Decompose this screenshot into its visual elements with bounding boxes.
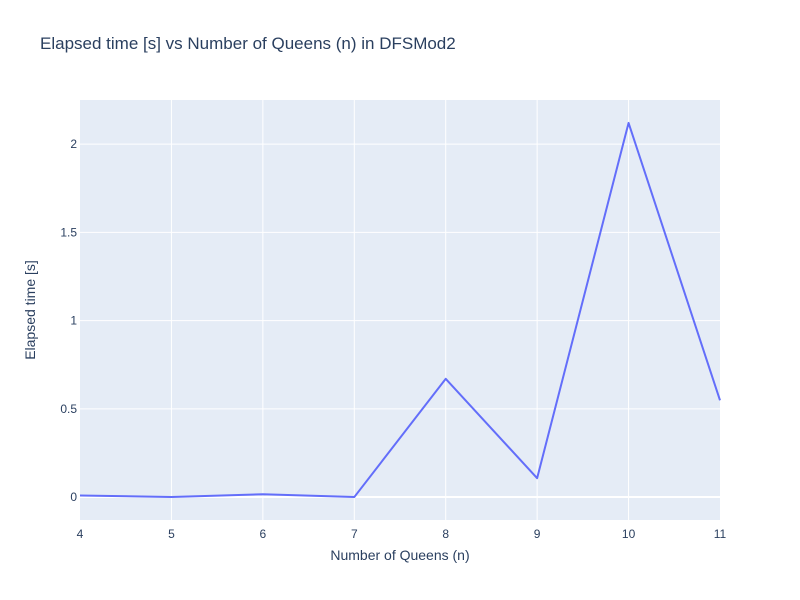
x-axis-title: Number of Queens (n) xyxy=(330,547,469,563)
x-tick-label: 4 xyxy=(77,527,84,541)
x-axis-ticks: 4 5 6 7 8 9 10 11 xyxy=(77,527,727,541)
y-tick-label: 2 xyxy=(70,137,77,151)
y-axis-ticks: 0 0.5 1 1.5 2 xyxy=(60,137,77,504)
x-tick-label: 9 xyxy=(534,527,541,541)
y-tick-label: 0.5 xyxy=(60,402,77,416)
y-tick-label: 0 xyxy=(70,490,77,504)
y-axis-title: Elapsed time [s] xyxy=(22,260,38,360)
x-tick-label: 11 xyxy=(714,527,727,541)
grid-lines xyxy=(80,100,720,520)
chart-title: Elapsed time [s] vs Number of Queens (n)… xyxy=(40,34,456,53)
series-group xyxy=(79,121,721,499)
y-tick-label: 1 xyxy=(70,314,77,328)
x-tick-label: 8 xyxy=(442,527,449,541)
x-tick-label: 7 xyxy=(351,527,358,541)
series-line xyxy=(79,121,721,499)
x-tick-label: 5 xyxy=(168,527,175,541)
y-tick-label: 1.5 xyxy=(60,225,77,239)
plot-area xyxy=(80,100,720,520)
x-tick-label: 6 xyxy=(260,527,267,541)
x-tick-label: 10 xyxy=(622,527,636,541)
